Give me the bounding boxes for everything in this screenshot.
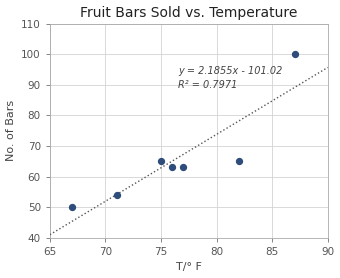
- X-axis label: T/° F: T/° F: [176, 262, 202, 272]
- Y-axis label: No. of Bars: No. of Bars: [5, 100, 16, 161]
- Point: [69, 205, 75, 209]
- Title: Fruit Bars Sold vs. Temperature: Fruit Bars Sold vs. Temperature: [80, 6, 298, 19]
- Point: [114, 193, 119, 197]
- Point: [169, 165, 175, 170]
- Point: [181, 165, 186, 170]
- Point: [292, 52, 297, 56]
- Point: [158, 159, 164, 163]
- Text: y = 2.1855x - 101.02
R² = 0.7971: y = 2.1855x - 101.02 R² = 0.7971: [178, 66, 282, 90]
- Point: [236, 159, 242, 163]
